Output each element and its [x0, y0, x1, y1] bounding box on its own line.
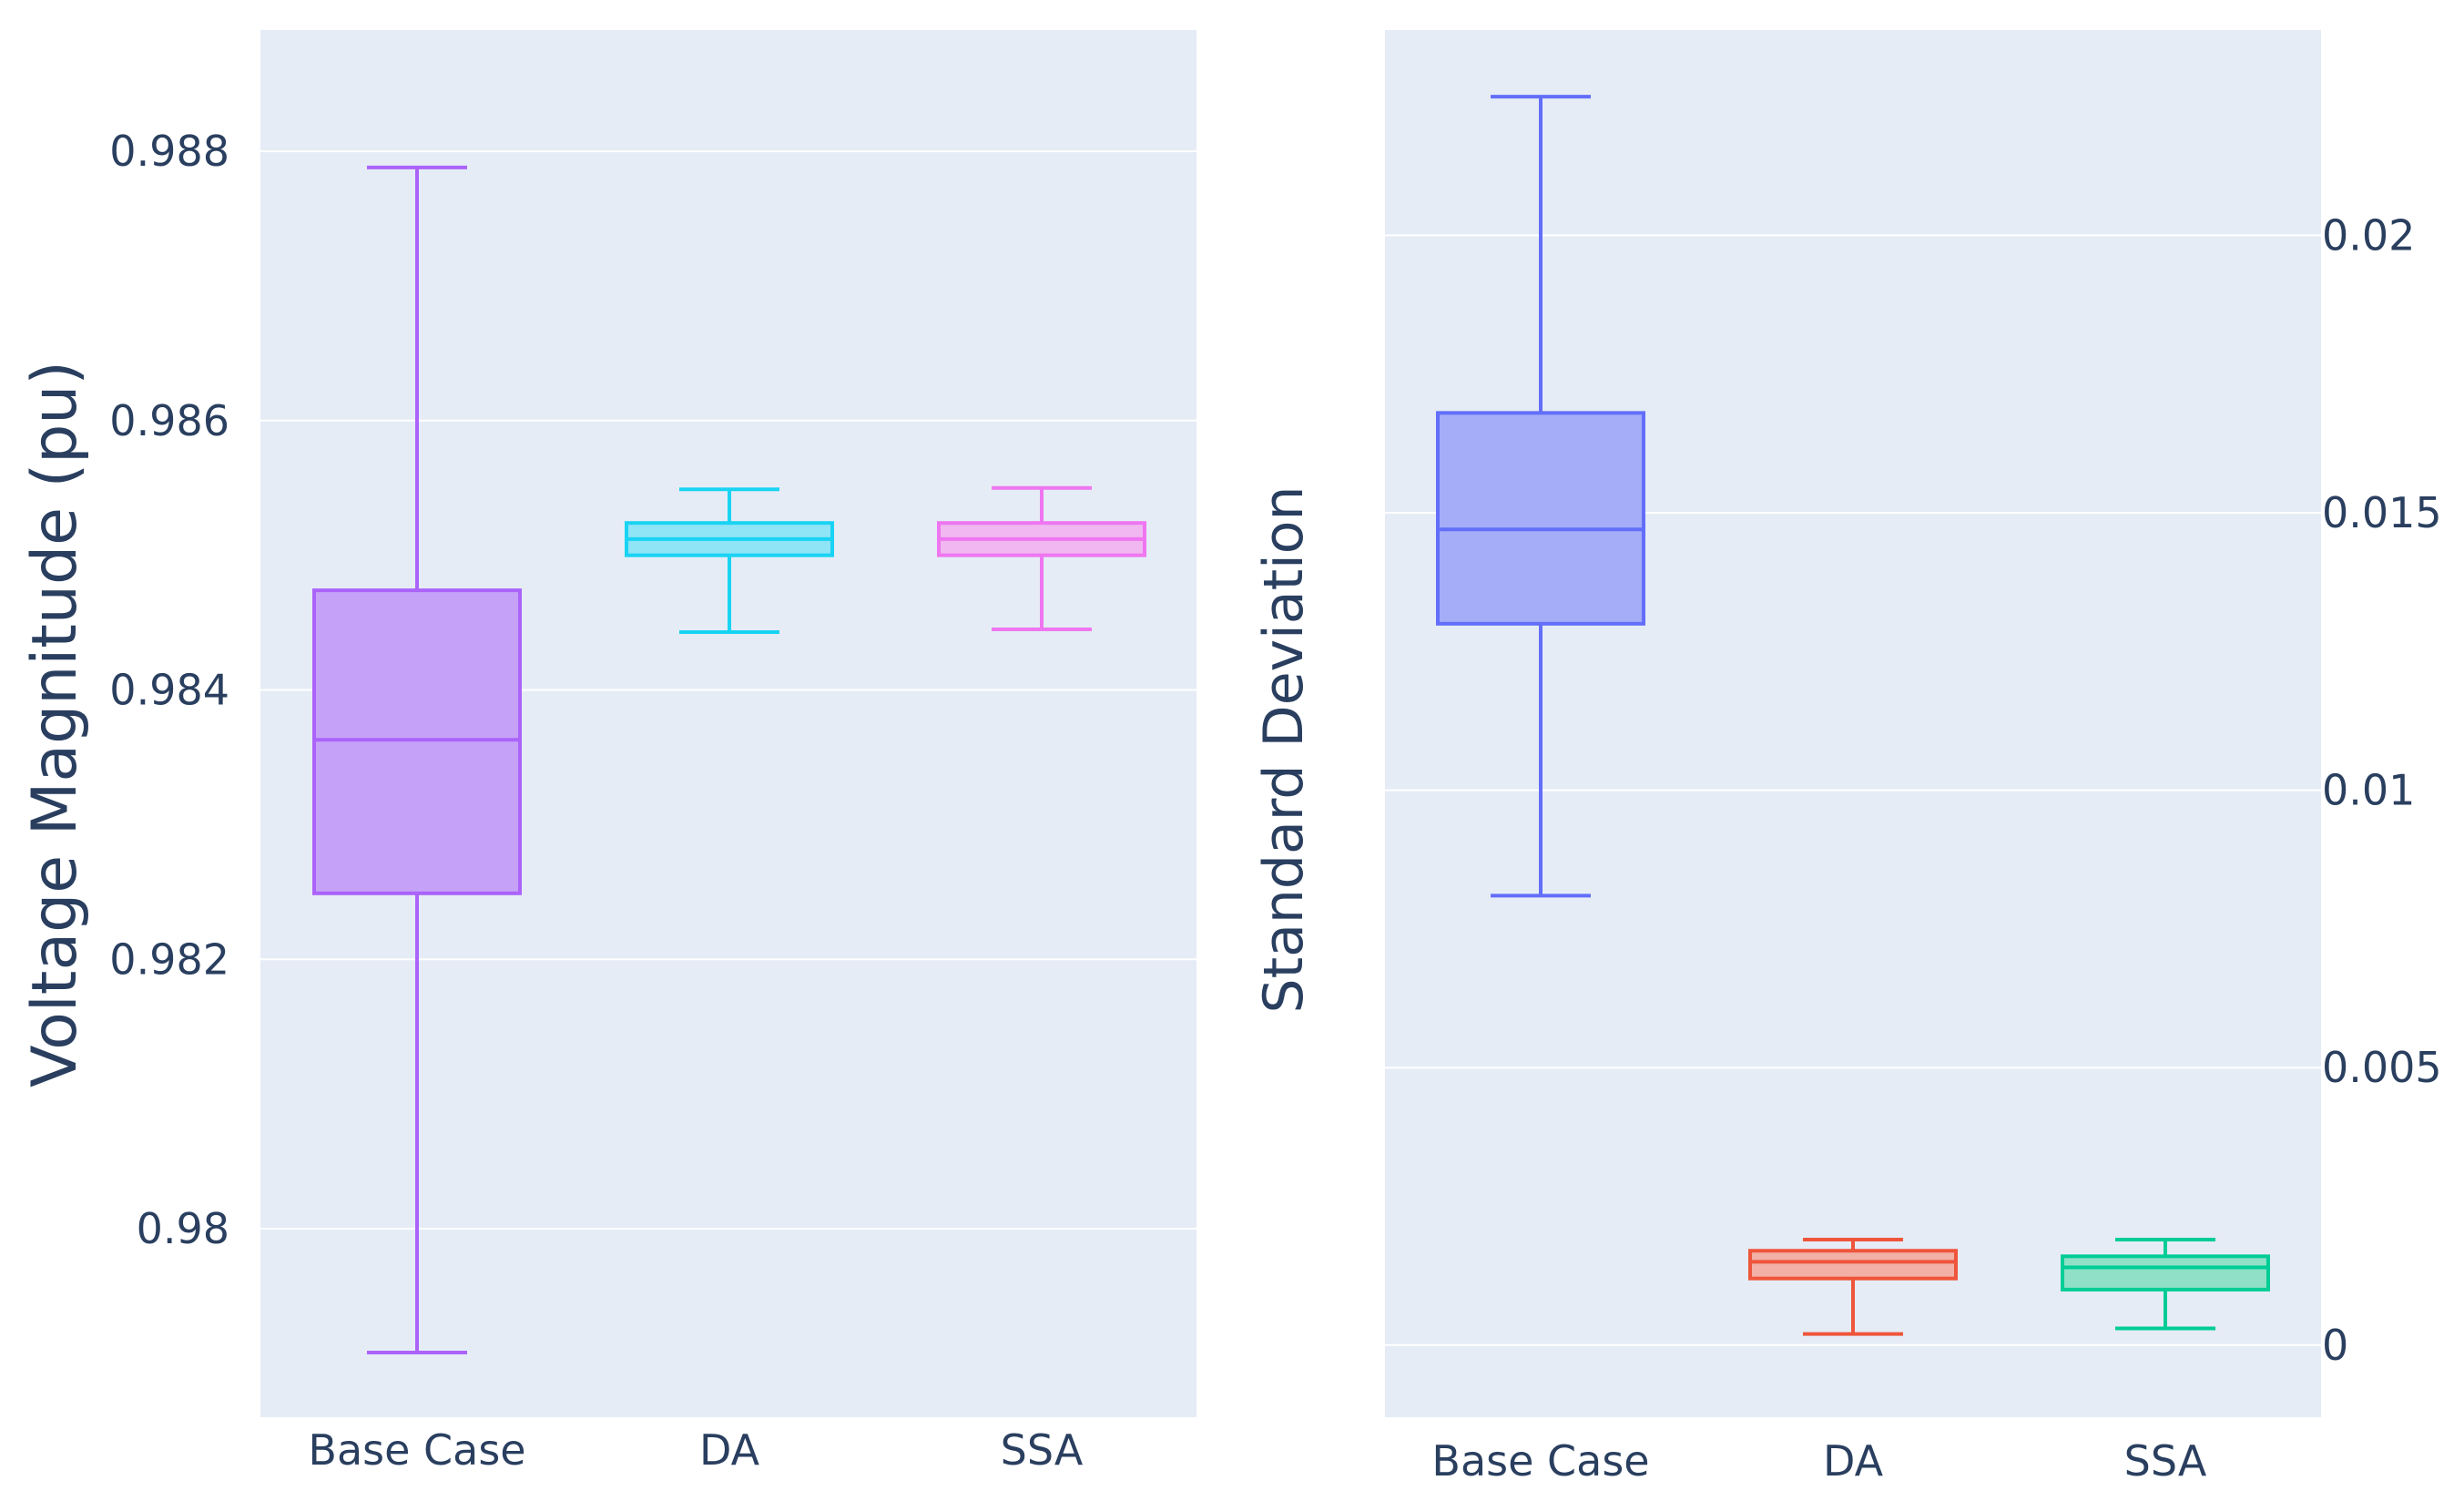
right-chart: 0 0.005 0.01 0.015 0.02 Base Case DA SSA Stand…: [1252, 30, 2442, 1486]
left-x-tick-labels: Base Case DA SSA: [308, 1425, 1083, 1475]
left-y-axis-title: Voltage Magnitude (pu): [19, 361, 91, 1087]
x-tick-label: DA: [1823, 1436, 1884, 1486]
y-tick-label: 0.98: [137, 1204, 229, 1253]
right-plot-area: [1385, 30, 2321, 1417]
box-base-case: [1436, 95, 1645, 898]
y-tick-label: 0.02: [2322, 210, 2415, 260]
iqr-box: [2061, 1254, 2270, 1292]
x-tick-label: DA: [699, 1425, 760, 1475]
y-tick-label: 0.015: [2322, 488, 2442, 537]
x-tick-label: Base Case: [308, 1425, 525, 1475]
left-boxes: [312, 165, 1146, 1355]
iqr-box: [1436, 411, 1645, 626]
right-y-axis-title: Standard Deviation: [1252, 485, 1316, 1013]
x-tick-label: Base Case: [1431, 1436, 1649, 1486]
y-tick-label: 0.005: [2322, 1043, 2442, 1092]
right-y-tick-labels: 0 0.005 0.01 0.015 0.02: [2322, 210, 2442, 1369]
box-ssa: [937, 485, 1146, 631]
iqr-box: [1748, 1249, 1958, 1281]
y-tick-label: 0.01: [2322, 766, 2415, 815]
x-tick-label: SSA: [2124, 1436, 2207, 1486]
right-boxes: [1436, 95, 2270, 1336]
y-tick-label: 0.982: [109, 934, 229, 984]
y-tick-label: 0.984: [109, 666, 229, 715]
box-da: [1748, 1238, 1958, 1336]
x-tick-label: SSA: [1001, 1425, 1084, 1475]
y-tick-label: 0: [2322, 1321, 2348, 1370]
y-tick-label: 0.988: [109, 127, 229, 176]
box-da: [625, 487, 834, 634]
iqr-box: [312, 588, 522, 895]
right-x-tick-labels: Base Case DA SSA: [1431, 1436, 2206, 1486]
y-tick-label: 0.986: [109, 396, 229, 445]
box-ssa: [2061, 1238, 2270, 1331]
box-base-case: [312, 165, 522, 1355]
left-y-tick-labels: 0.98 0.982 0.984 0.986 0.988: [109, 127, 229, 1253]
